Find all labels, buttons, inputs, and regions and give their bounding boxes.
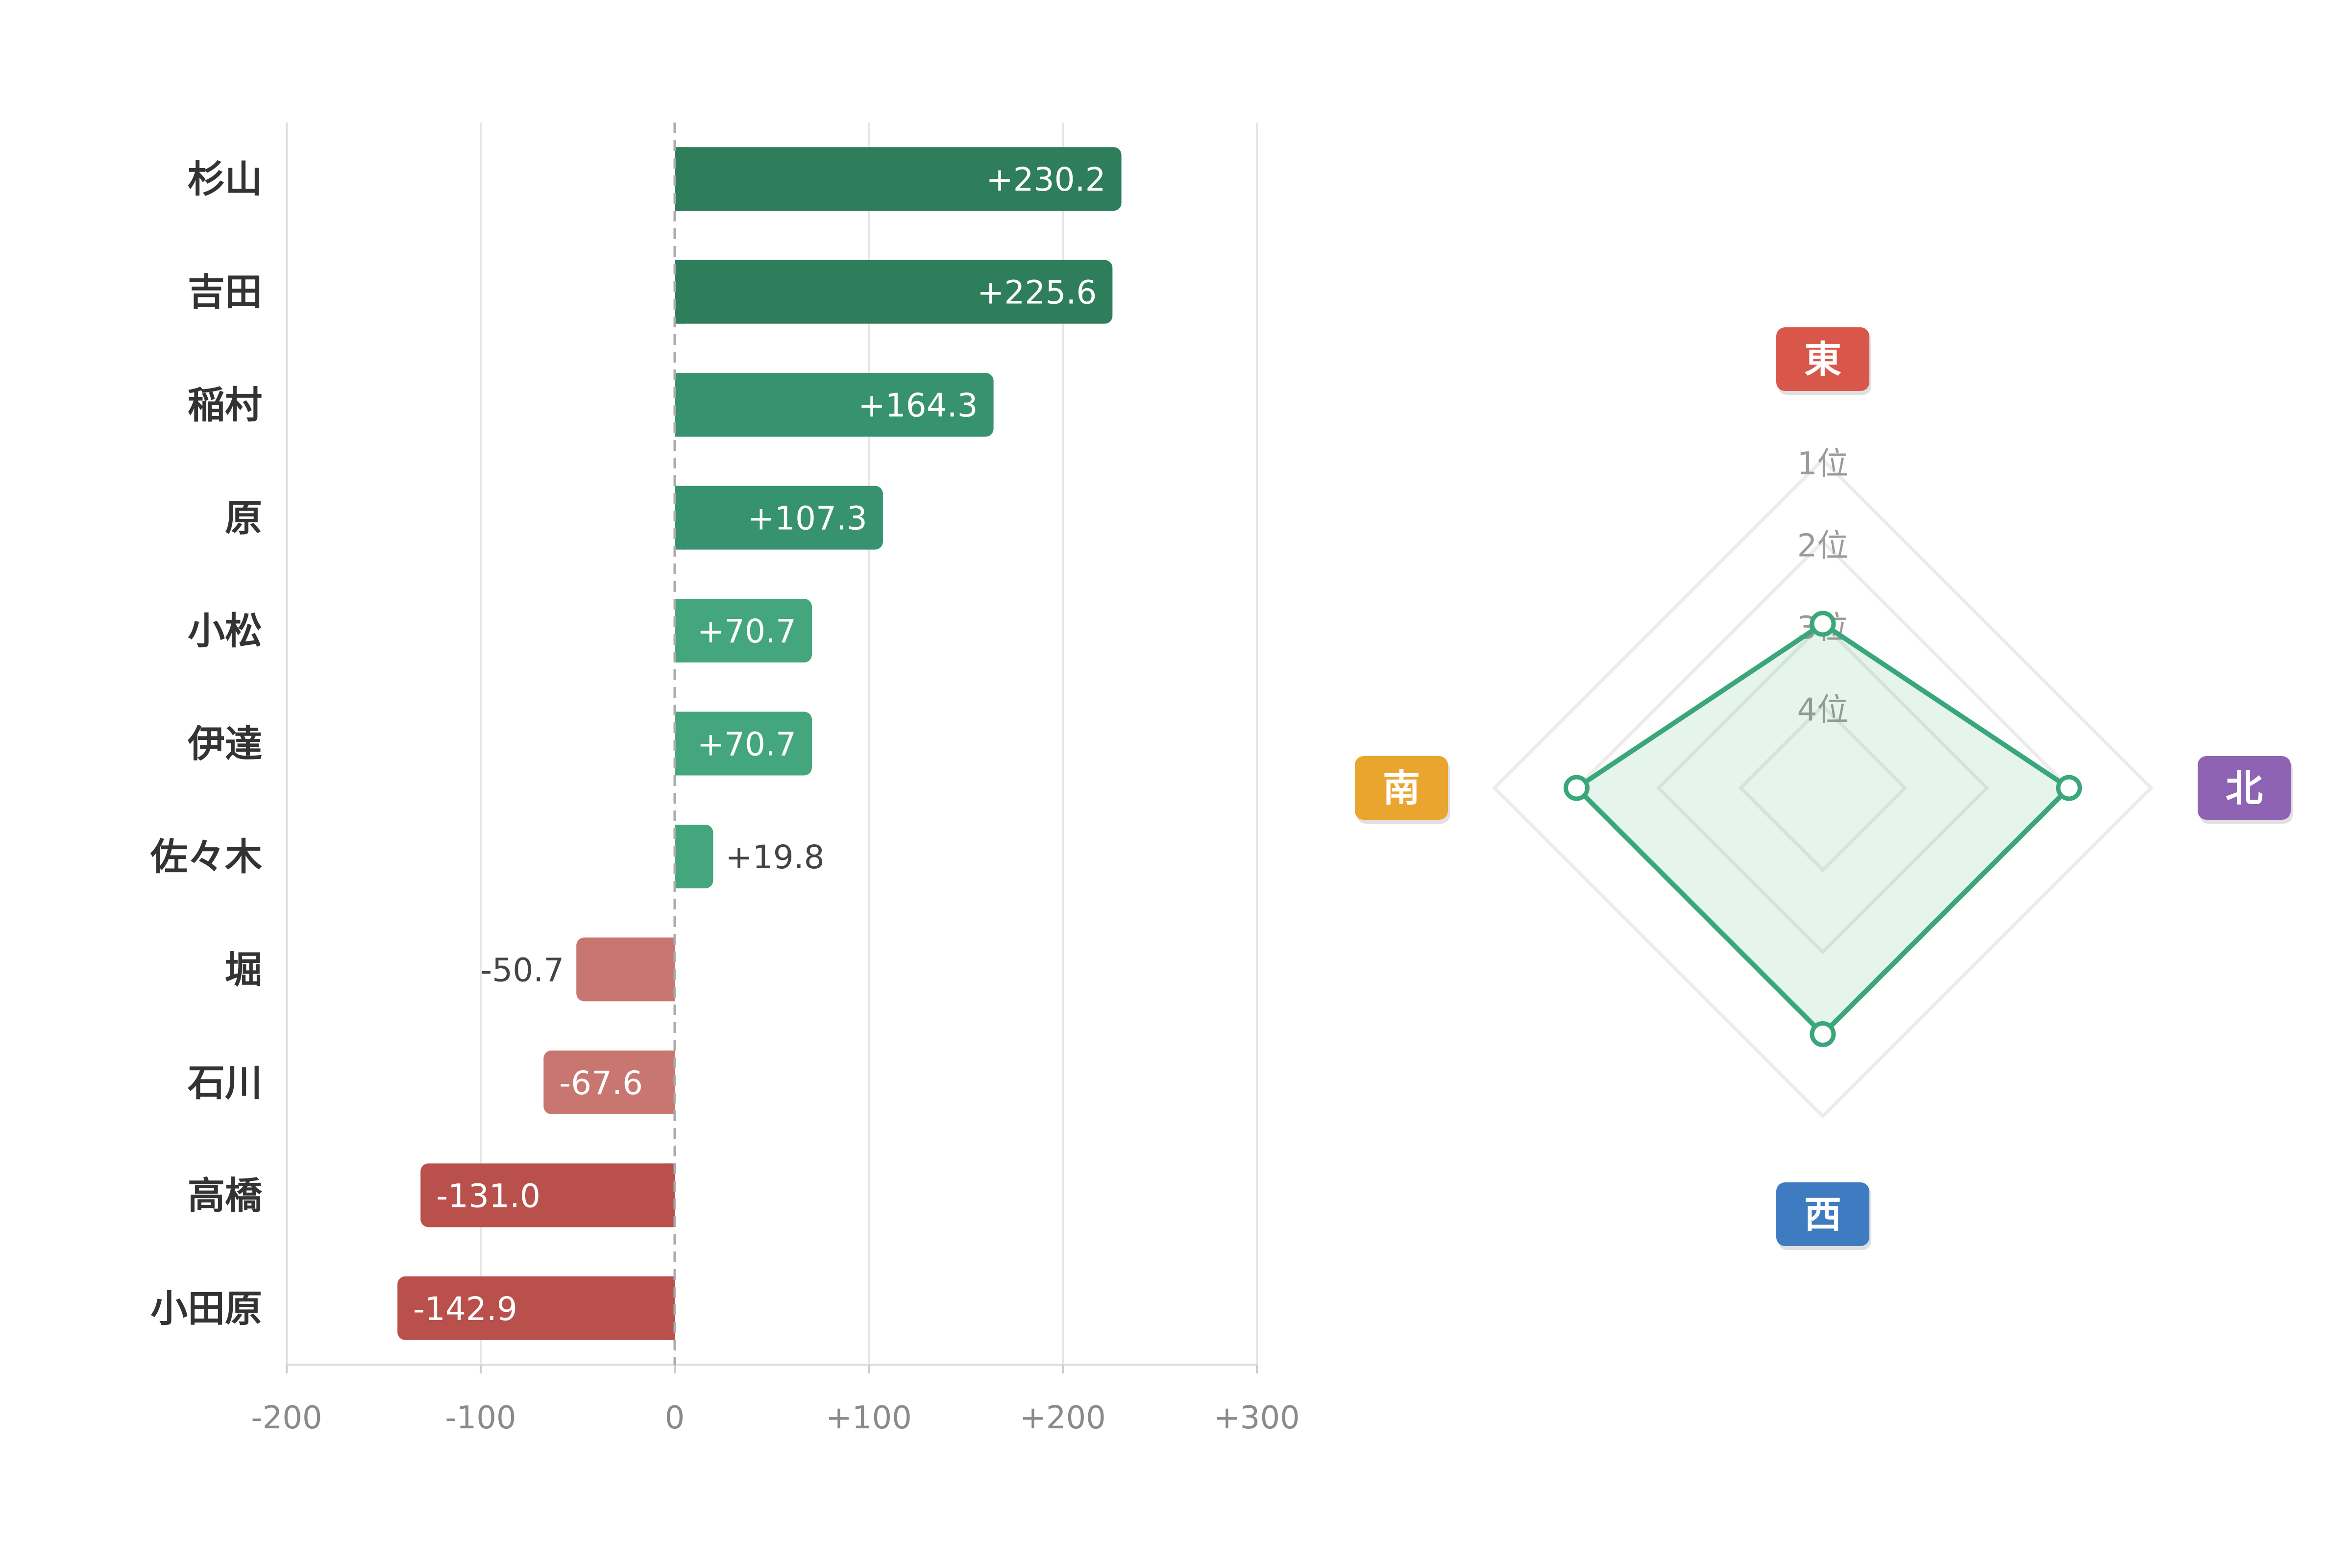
rank-label: 1位 bbox=[1797, 446, 1849, 482]
direction-label: 東 bbox=[1804, 338, 1841, 381]
value-label: -50.7 bbox=[480, 951, 564, 989]
radar-grid-ring bbox=[1656, 621, 1989, 955]
bar-base bbox=[675, 711, 685, 776]
bar bbox=[675, 260, 1113, 324]
direction-label: 南 bbox=[1383, 766, 1420, 810]
x-tick-label: +300 bbox=[1214, 1400, 1300, 1436]
x-tick-label: +200 bbox=[1020, 1400, 1106, 1436]
direction-badge bbox=[1776, 1182, 1869, 1246]
value-label: +107.3 bbox=[748, 500, 867, 538]
bar bbox=[675, 486, 883, 550]
radar-grid-ring bbox=[1492, 457, 2154, 1119]
bar-base bbox=[675, 599, 685, 663]
x-tick-label: -200 bbox=[251, 1400, 322, 1436]
bar-base bbox=[665, 1276, 675, 1340]
bar bbox=[420, 1163, 675, 1227]
bar-base bbox=[675, 824, 685, 888]
radar-point bbox=[1810, 611, 1836, 637]
value-label: +70.7 bbox=[697, 726, 796, 763]
direction-badge bbox=[2198, 756, 2291, 820]
value-label: +19.8 bbox=[725, 838, 824, 876]
value-label: -67.6 bbox=[559, 1064, 643, 1102]
category-label: 石川 bbox=[188, 1061, 262, 1104]
value-label: -131.0 bbox=[436, 1177, 540, 1215]
category-label: 伊達 bbox=[187, 722, 262, 766]
bar bbox=[675, 373, 994, 437]
category-label: 杉山 bbox=[188, 157, 262, 201]
category-label: 吉田 bbox=[188, 270, 262, 314]
radar-grid-ring bbox=[1738, 703, 1908, 873]
x-tick-label: 0 bbox=[665, 1400, 685, 1436]
direction-badge bbox=[1776, 327, 1869, 391]
bar bbox=[397, 1276, 675, 1340]
category-label: 小田原 bbox=[150, 1287, 262, 1330]
bar-base bbox=[675, 260, 685, 324]
x-tick-label: +100 bbox=[826, 1400, 912, 1436]
bar bbox=[675, 147, 1122, 211]
bar-base bbox=[675, 373, 685, 437]
direction-badge bbox=[1355, 756, 1448, 820]
value-label: +225.6 bbox=[977, 274, 1097, 312]
radar-point bbox=[2056, 775, 2082, 801]
direction-label: 西 bbox=[1804, 1193, 1841, 1236]
radar-point bbox=[1564, 775, 1590, 801]
value-label: +70.7 bbox=[697, 612, 796, 650]
category-label: 高橋 bbox=[188, 1174, 263, 1217]
bar-base bbox=[665, 937, 675, 1002]
value-label: +230.2 bbox=[986, 161, 1105, 198]
category-label: 稲村 bbox=[188, 383, 262, 427]
value-label: -142.9 bbox=[413, 1290, 517, 1328]
rank-radar-chart: 1位2位3位4位東北西南 bbox=[1355, 327, 2293, 1250]
category-label: 原 bbox=[225, 496, 262, 540]
rank-label: 2位 bbox=[1797, 528, 1849, 564]
bar-base bbox=[665, 1050, 675, 1114]
radar-series-area bbox=[1574, 621, 2072, 1037]
bar bbox=[675, 711, 812, 776]
direction-label: 北 bbox=[2226, 766, 2263, 810]
bar-base bbox=[675, 486, 685, 550]
bar-base bbox=[675, 147, 685, 211]
category-label: 小松 bbox=[188, 609, 262, 653]
value-label: +164.3 bbox=[858, 387, 978, 424]
bar bbox=[576, 937, 675, 1002]
bar bbox=[543, 1050, 675, 1114]
x-tick-label: -100 bbox=[445, 1400, 516, 1436]
bar-base bbox=[665, 1163, 675, 1227]
bar bbox=[675, 599, 812, 663]
radar-point bbox=[1810, 1021, 1836, 1047]
category-label: 堀 bbox=[225, 948, 262, 991]
rank-label: 4位 bbox=[1797, 692, 1849, 729]
category-label: 佐々木 bbox=[150, 835, 262, 879]
diverging-bar-chart: -200 -100 0 +100 +200 +300 杉山 +230.2 吉田 +225.6 稲村 +… bbox=[150, 122, 1300, 1436]
